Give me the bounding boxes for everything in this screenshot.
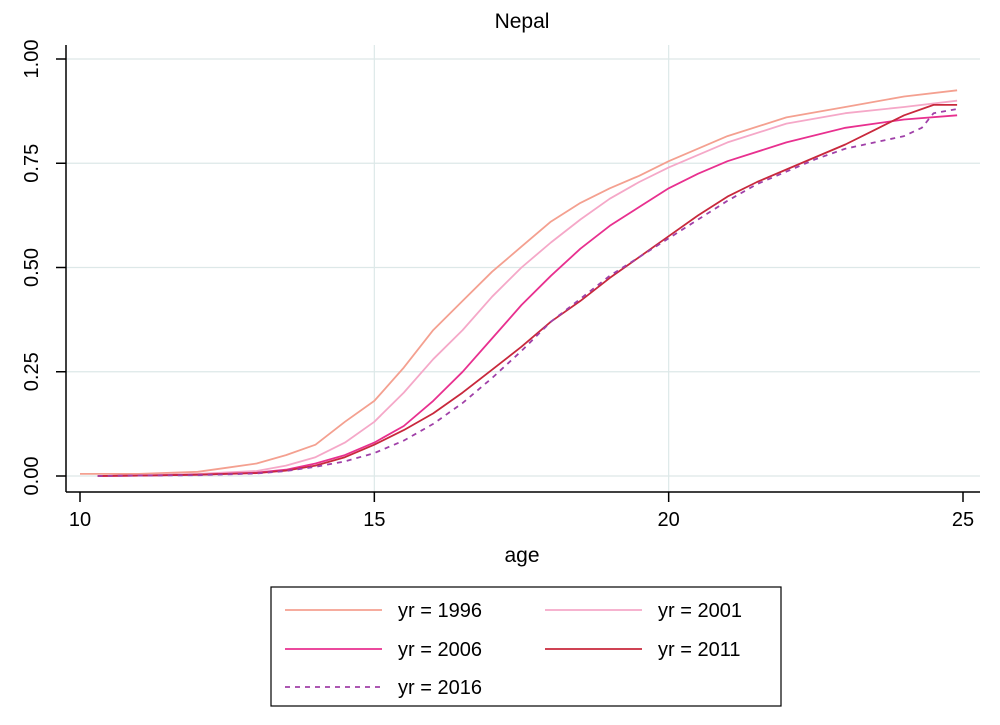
y-tick-label: 0.75: [21, 144, 43, 183]
series-group: [80, 89, 958, 477]
legend-label: yr = 2001: [658, 600, 742, 622]
x-tick-label: 10: [69, 509, 91, 531]
y-tick-label: 0.50: [21, 248, 43, 287]
x-axis-title: age: [504, 544, 539, 567]
x-tick-label: 25: [952, 509, 974, 531]
x-tick-label: 15: [363, 509, 385, 531]
y-tick-label: 0.00: [21, 457, 43, 496]
y-tick-label: 1.00: [21, 40, 43, 79]
chart-title: Nepal: [495, 10, 550, 33]
legend-label: yr = 2011: [658, 639, 740, 661]
legend-label: yr = 1996: [398, 600, 482, 622]
series-line: [80, 89, 958, 475]
x-ticks: 10 15 20 25: [69, 492, 974, 531]
series-line: [97, 99, 958, 477]
series-line: [97, 114, 958, 477]
legend: yr = 1996 yr = 2001 yr = 2006 yr = 2011 yr =…: [270, 586, 782, 707]
axes: [65, 45, 980, 493]
series-line: [97, 108, 958, 477]
legend-label: yr = 2016: [398, 677, 482, 699]
y-tick-label: 0.25: [21, 352, 43, 391]
x-tick-label: 20: [658, 509, 680, 531]
legend-label: yr = 2006: [398, 639, 482, 661]
grid: [66, 45, 980, 492]
series-line: [97, 104, 958, 477]
y-ticks: 0.00 0.25 0.50 0.75 1.00: [21, 40, 66, 496]
